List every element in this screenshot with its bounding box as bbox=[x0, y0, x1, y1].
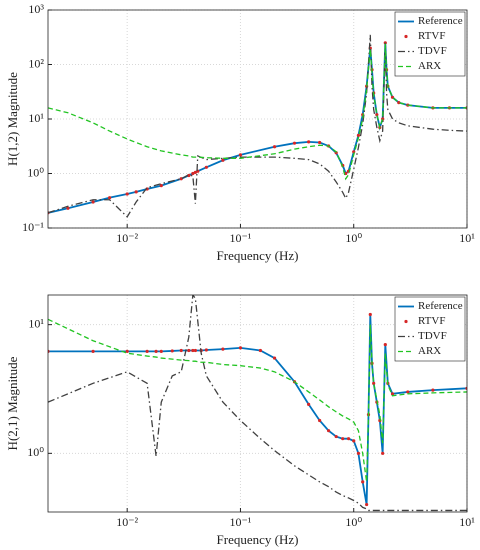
rtvf-point bbox=[204, 348, 208, 352]
rtvf-point bbox=[383, 342, 387, 347]
rtvf-point bbox=[334, 434, 338, 439]
rtvf-point bbox=[187, 348, 191, 353]
legend-label: ARX bbox=[418, 60, 441, 72]
rtvf-point bbox=[307, 402, 311, 407]
y-tick-label: 10¹ bbox=[28, 111, 44, 125]
rtvf-point bbox=[159, 349, 163, 353]
rtvf-point bbox=[352, 439, 356, 443]
rtvf-point bbox=[406, 390, 410, 394]
legend-label: ARX bbox=[418, 345, 441, 357]
y-tick-label: 10⁰ bbox=[27, 165, 44, 179]
rtvf-point bbox=[258, 348, 262, 353]
x-tick-label: 10⁻¹ bbox=[229, 231, 251, 245]
legend-swatch bbox=[404, 319, 408, 324]
legend-label: TDVF bbox=[418, 330, 447, 342]
axes-frame bbox=[47, 9, 468, 229]
y-tick-label: 10¹ bbox=[28, 316, 44, 330]
y-tick-label: 10² bbox=[28, 56, 44, 70]
rtvf-point bbox=[431, 388, 435, 392]
rtvf-point bbox=[381, 451, 385, 455]
rtvf-point bbox=[318, 140, 322, 145]
legend-swatch bbox=[404, 34, 408, 39]
y-axis-label: H(1,2) Magnitude bbox=[5, 72, 20, 166]
legend-label: RTVF bbox=[418, 315, 445, 327]
legend-label: Reference bbox=[418, 300, 463, 312]
series-group bbox=[48, 34, 467, 218]
rtvf-point bbox=[272, 356, 277, 360]
rtvf-point bbox=[365, 502, 369, 507]
legend-label: TDVF bbox=[418, 45, 447, 57]
x-tick-label: 10¹ bbox=[459, 231, 475, 245]
legend-box bbox=[394, 11, 466, 77]
y-tick-label: 10⁻¹ bbox=[22, 220, 44, 234]
rtvf-point bbox=[191, 348, 195, 353]
y-tick-label: 10³ bbox=[28, 2, 44, 16]
rtvf-point bbox=[193, 348, 197, 353]
rtvf-point bbox=[191, 171, 195, 176]
series-line bbox=[48, 34, 467, 218]
rtvf-point bbox=[372, 381, 376, 385]
rtvf-point bbox=[221, 158, 225, 162]
rtvf-point bbox=[361, 480, 365, 484]
rtvf-point bbox=[154, 349, 158, 353]
rtvf-point bbox=[221, 347, 225, 351]
rtvf-point bbox=[108, 196, 112, 200]
rtvf-point bbox=[272, 145, 277, 149]
rtvf-point bbox=[238, 153, 243, 157]
x-tick-label: 10⁻² bbox=[116, 231, 138, 245]
x-tick-label: 10⁻¹ bbox=[229, 515, 251, 529]
rtvf-point bbox=[204, 165, 208, 169]
axes-frame bbox=[47, 294, 468, 513]
rtvf-point bbox=[170, 349, 174, 353]
rtvf-point bbox=[356, 133, 361, 138]
rtvf-point bbox=[390, 392, 395, 396]
rtvf-point bbox=[91, 200, 95, 204]
legend-label: RTVF bbox=[418, 30, 445, 42]
rtvf-point bbox=[356, 451, 361, 455]
x-tick-label: 10⁻² bbox=[116, 515, 138, 529]
rtvf-point bbox=[292, 141, 297, 145]
rtvf-point bbox=[318, 418, 322, 423]
legend-box bbox=[394, 296, 466, 362]
rtvf-point bbox=[238, 346, 243, 350]
x-axis-label: Frequency (Hz) bbox=[217, 248, 299, 263]
x-tick-label: 10⁰ bbox=[345, 515, 362, 529]
y-tick-label: 10⁰ bbox=[27, 445, 44, 459]
legend-label: Reference bbox=[418, 15, 463, 27]
rtvf-point bbox=[368, 312, 372, 317]
series-line bbox=[48, 318, 467, 482]
x-axis-label: Frequency (Hz) bbox=[217, 532, 299, 547]
rtvf-point bbox=[187, 173, 191, 178]
rtvf-point bbox=[193, 170, 197, 174]
series-line bbox=[48, 43, 467, 181]
rtvf-point bbox=[145, 349, 149, 353]
rtvf-point bbox=[125, 192, 129, 196]
rtvf-point bbox=[307, 140, 311, 144]
rtvf-point bbox=[346, 437, 351, 441]
rtvf-point bbox=[341, 437, 345, 441]
series-group bbox=[48, 295, 467, 512]
y-axis-label: H(2,1) Magnitude bbox=[5, 356, 20, 450]
x-tick-label: 10¹ bbox=[459, 515, 475, 529]
rtvf-point bbox=[66, 206, 70, 210]
rtvf-point bbox=[134, 190, 138, 194]
series-line bbox=[48, 295, 467, 512]
x-tick-label: 10⁰ bbox=[345, 231, 362, 245]
rtvf-point bbox=[125, 349, 129, 353]
rtvf-point bbox=[179, 348, 183, 353]
rtvf-point bbox=[326, 429, 331, 433]
rtvf-point bbox=[91, 349, 95, 353]
rtvf-point bbox=[159, 183, 163, 188]
